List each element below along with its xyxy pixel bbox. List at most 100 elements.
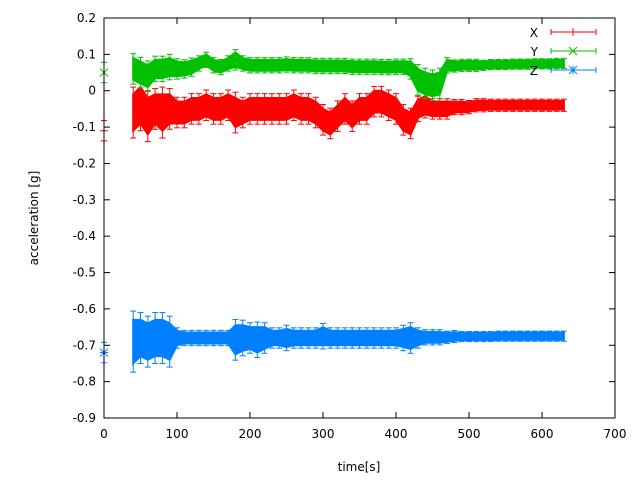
error-bar bbox=[341, 327, 348, 349]
error-bar bbox=[458, 330, 465, 343]
error-bar bbox=[268, 327, 275, 349]
error-bar bbox=[195, 55, 202, 72]
error-bar bbox=[400, 324, 407, 352]
legend-label-y: Y bbox=[530, 45, 539, 59]
error-bar bbox=[524, 330, 531, 342]
error-bar bbox=[371, 327, 378, 349]
error-bar bbox=[166, 53, 173, 81]
legend-marker-z bbox=[568, 65, 578, 75]
error-bar bbox=[502, 58, 509, 71]
error-bar bbox=[407, 107, 414, 140]
error-bar bbox=[276, 57, 283, 74]
error-bar bbox=[334, 327, 341, 349]
error-bar bbox=[181, 329, 188, 347]
error-bar bbox=[517, 98, 524, 112]
error-bar bbox=[254, 93, 261, 125]
error-bar bbox=[181, 96, 188, 129]
error-bar bbox=[349, 327, 356, 349]
error-bar bbox=[320, 57, 326, 75]
error-bar bbox=[203, 329, 210, 347]
error-bar bbox=[268, 57, 275, 74]
error-bar bbox=[458, 58, 465, 72]
error-bar bbox=[509, 330, 516, 342]
error-bar bbox=[305, 57, 312, 74]
error-bar bbox=[553, 330, 560, 342]
error-bar bbox=[174, 327, 180, 349]
error-bar bbox=[239, 55, 246, 72]
error-bar bbox=[159, 312, 166, 364]
error-bar bbox=[473, 330, 480, 343]
error-bar bbox=[436, 67, 443, 100]
error-bar bbox=[334, 57, 341, 75]
error-bar bbox=[422, 67, 429, 100]
error-bar bbox=[305, 327, 312, 349]
error-bar bbox=[232, 318, 239, 361]
error-bar bbox=[130, 310, 137, 373]
error-bar bbox=[378, 58, 385, 76]
error-bar bbox=[305, 93, 312, 125]
error-bar bbox=[188, 93, 195, 125]
error-bar bbox=[473, 58, 480, 72]
series-x-error-band bbox=[132, 85, 565, 137]
error-bar bbox=[210, 57, 217, 74]
x-tick-label: 700 bbox=[604, 427, 627, 441]
error-bar bbox=[393, 58, 399, 75]
error-bar bbox=[320, 322, 326, 350]
error-bar bbox=[349, 100, 356, 132]
error-bar bbox=[225, 89, 232, 122]
x-tick-label: 600 bbox=[531, 427, 554, 441]
error-bar bbox=[371, 85, 378, 118]
x-tick-label: 200 bbox=[239, 427, 262, 441]
error-bar bbox=[254, 57, 261, 74]
error-bar bbox=[560, 57, 567, 70]
error-bar bbox=[393, 93, 399, 125]
error-bar bbox=[327, 57, 334, 75]
error-bar bbox=[480, 98, 487, 113]
error-bar bbox=[283, 93, 290, 125]
error-bar bbox=[363, 93, 370, 125]
error-bar bbox=[495, 330, 502, 342]
error-bar bbox=[509, 98, 516, 112]
plot-frame bbox=[103, 17, 616, 419]
error-bar bbox=[247, 93, 253, 125]
error-bar bbox=[451, 98, 458, 116]
error-bar bbox=[152, 55, 159, 83]
error-bar bbox=[560, 98, 567, 112]
error-bar bbox=[429, 329, 436, 346]
error-bar bbox=[137, 312, 144, 364]
y-tick-label: -0.2 bbox=[73, 156, 96, 170]
legend-label-x: X bbox=[530, 26, 538, 40]
marker-stroke bbox=[568, 46, 578, 56]
error-bar bbox=[400, 104, 407, 136]
error-bar bbox=[385, 89, 392, 122]
error-bar bbox=[174, 96, 180, 129]
y-tick-label: 0 bbox=[88, 84, 96, 98]
error-bar bbox=[152, 88, 159, 130]
series-y bbox=[99, 49, 567, 102]
error-bar bbox=[524, 58, 531, 70]
error-bar bbox=[283, 324, 290, 352]
error-bar bbox=[466, 99, 472, 115]
error-bar bbox=[553, 57, 560, 70]
error-bar bbox=[203, 89, 210, 122]
error-bar bbox=[517, 330, 524, 342]
x-tick-label: 300 bbox=[312, 427, 335, 441]
error-bar bbox=[261, 322, 268, 354]
error-bar bbox=[130, 86, 137, 139]
error-bar bbox=[341, 57, 348, 75]
y-tick-label: 0.2 bbox=[77, 11, 96, 25]
error-bar bbox=[298, 57, 305, 74]
error-bar bbox=[327, 327, 334, 349]
error-bar bbox=[553, 98, 560, 112]
error-bar bbox=[188, 57, 195, 77]
error-bar bbox=[444, 57, 451, 74]
error-bar bbox=[334, 100, 341, 132]
error-bar bbox=[385, 58, 392, 76]
error-bar bbox=[539, 330, 545, 342]
error-bar bbox=[393, 327, 399, 349]
error-bar bbox=[451, 59, 458, 73]
error-bar bbox=[502, 330, 509, 342]
error-bar bbox=[290, 89, 297, 122]
error-bar bbox=[422, 329, 429, 346]
